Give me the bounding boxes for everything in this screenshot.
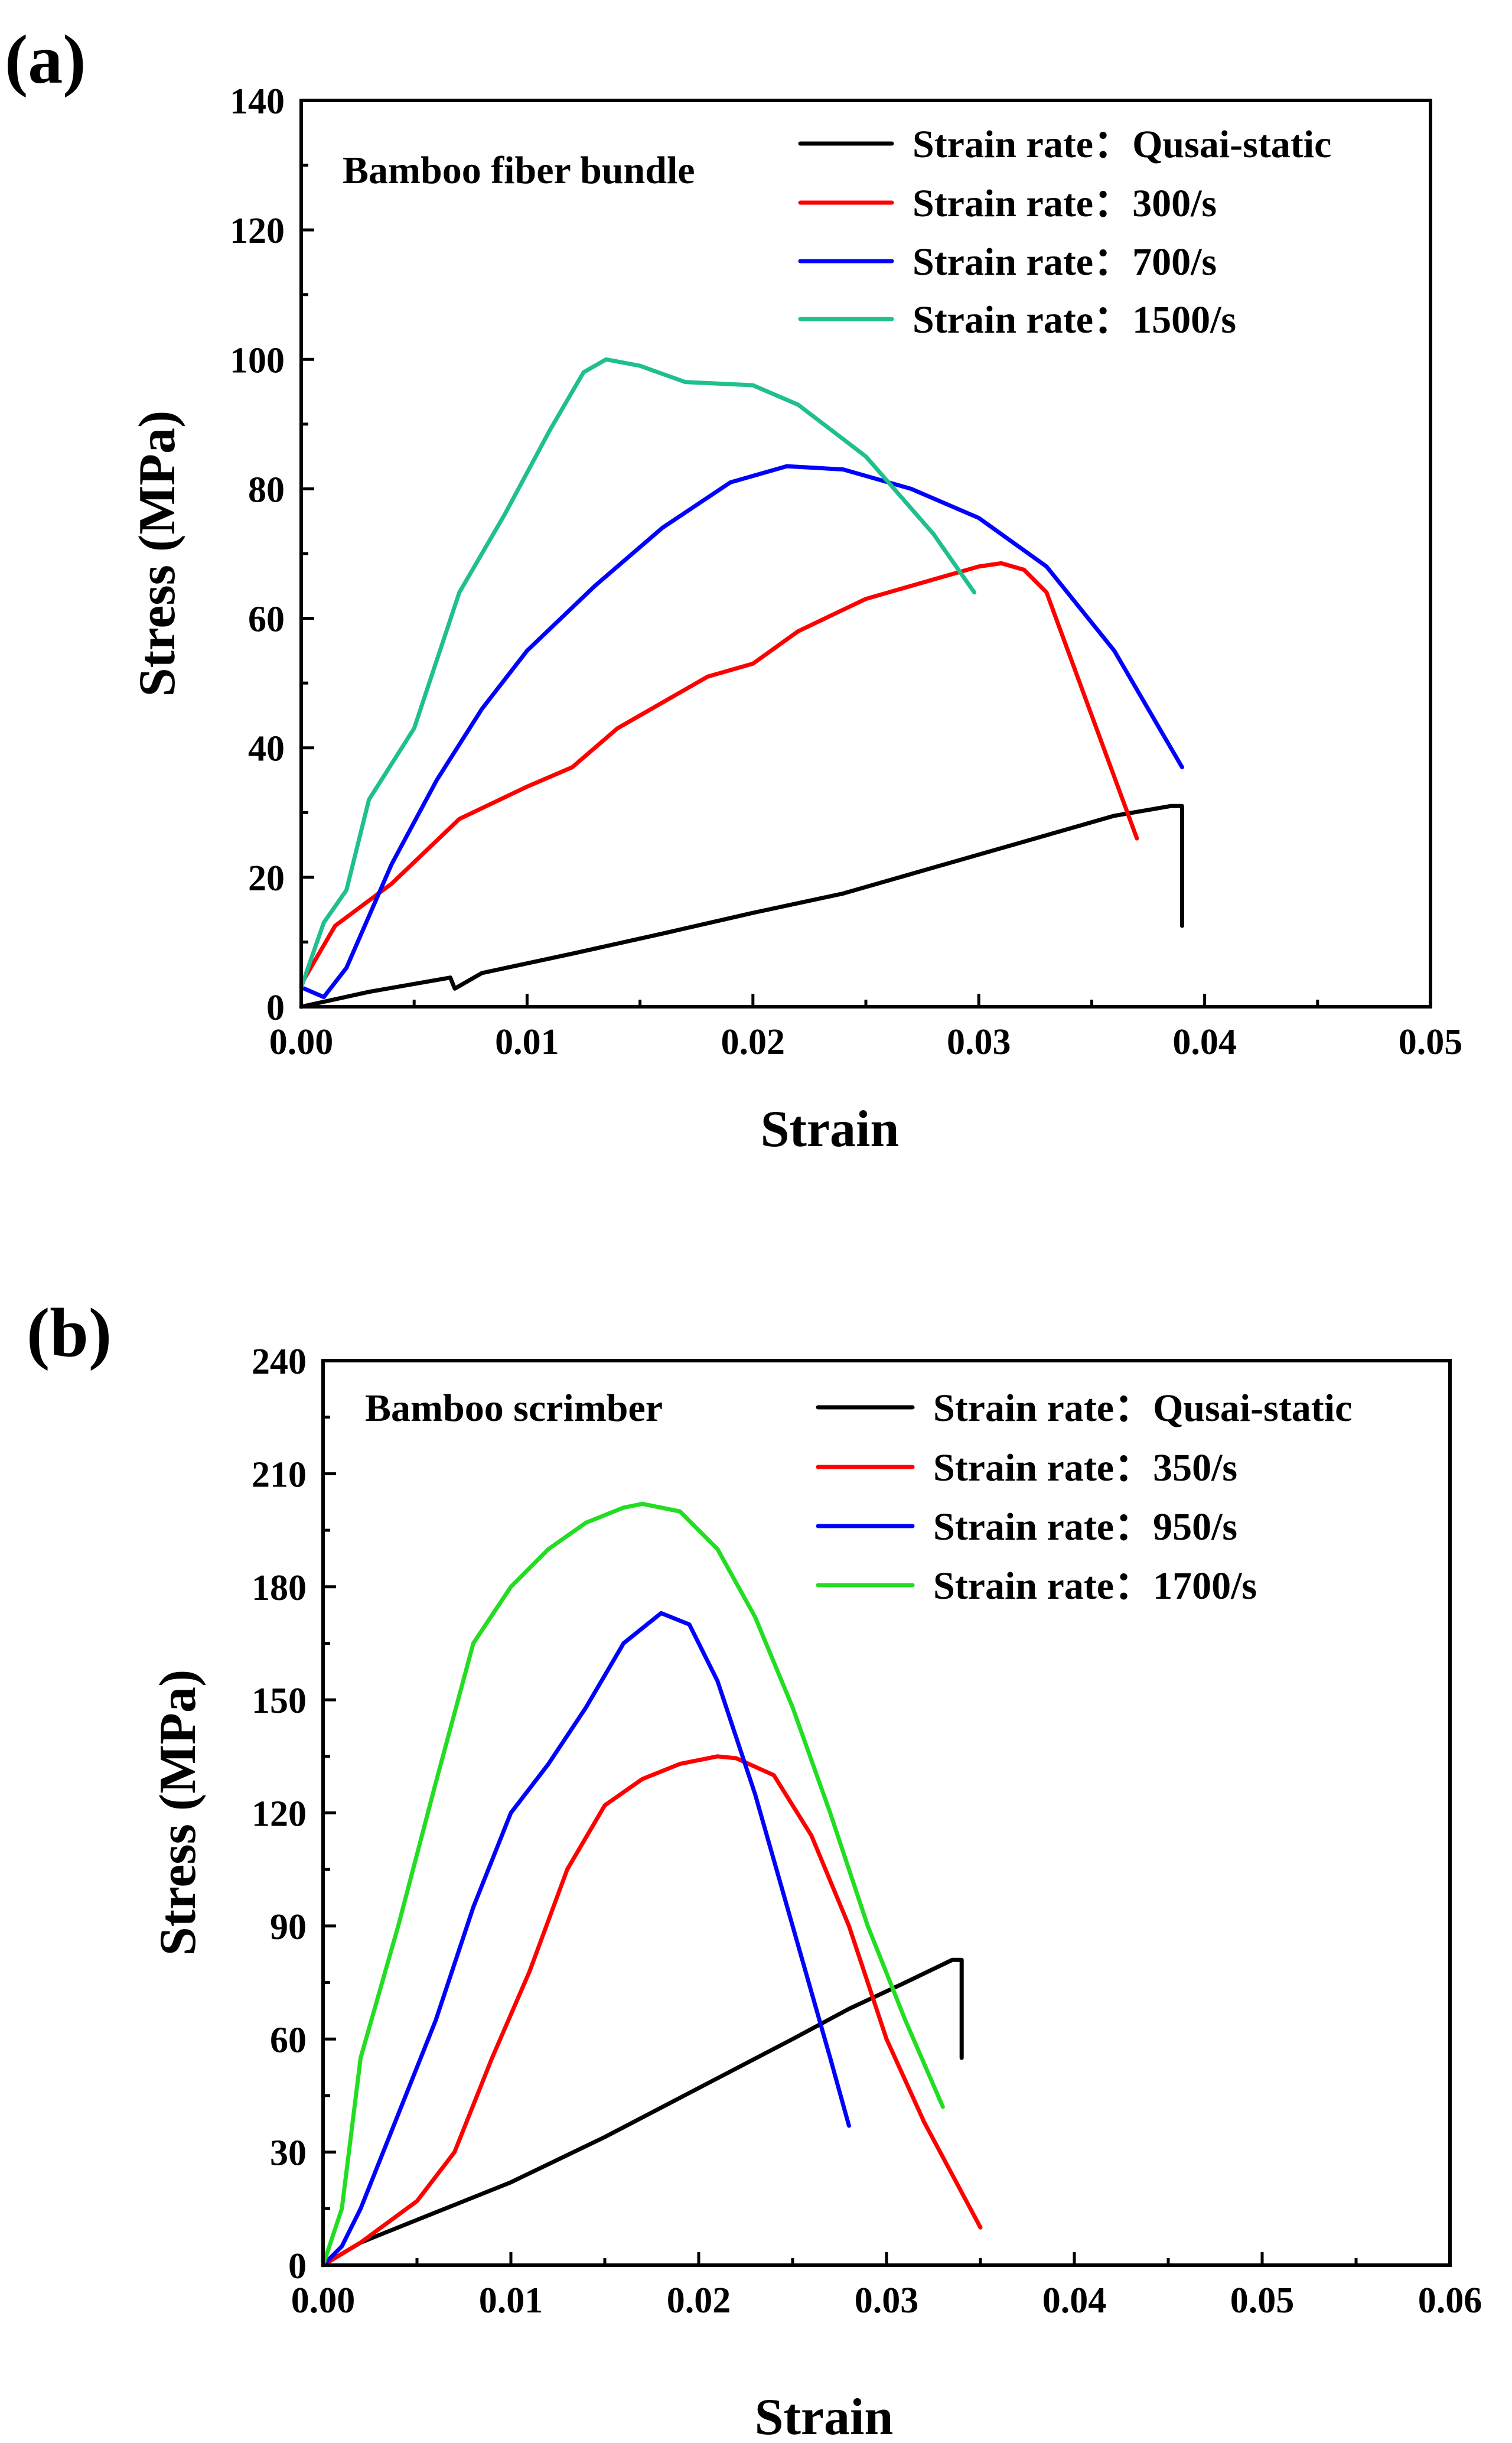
x-tick-label-b-6: 0.06	[1418, 2281, 1482, 2321]
y-axis-title-a: Stress (MPa)	[129, 411, 186, 697]
y-tick-label-a-7: 140	[230, 82, 285, 122]
ticks-b: 0.00 0.01 0.02 0.03 0.04 0.05 0.06 0 30 60 90 120 15…	[252, 1342, 1482, 2321]
x-tick-label-b-5: 0.05	[1230, 2281, 1295, 2321]
series-line-a-1	[299, 561, 1139, 987]
y-tick-label-b-1: 30	[270, 2133, 307, 2174]
x-tick-label-a-4: 0.04	[1172, 1022, 1237, 1062]
legend-label-a-quasi-static: Strain rate：Qusai-static	[913, 123, 1331, 166]
y-tick-label-b-3: 90	[270, 1907, 307, 1947]
y-tick-label-b-7: 210	[252, 1455, 307, 1495]
legend-a: Strain rate：Qusai-static Strain rate：300…	[798, 123, 1331, 341]
y-tick-label-b-5: 150	[252, 1681, 307, 1721]
y-tick-label-a-3: 60	[248, 600, 285, 640]
legend-label-a-300: Strain rate：300/s	[913, 182, 1217, 225]
y-tick-label-b-8: 240	[252, 1342, 307, 1382]
x-axis-title-b: Strain	[755, 2389, 894, 2443]
ticks-a: 0.00 0.01 0.02 0.03 0.04 0.05 0 20 40 60 80 100 120 1…	[230, 82, 1462, 1062]
x-tick-label-a-5: 0.05	[1399, 1022, 1463, 1062]
plot-frame-b	[321, 1359, 1452, 2267]
x-tick-label-b-2: 0.02	[667, 2281, 731, 2321]
legend-label-a-1500: Strain rate：1500/s	[913, 298, 1236, 341]
series-group-b	[321, 1501, 983, 2268]
y-tick-label-a-5: 100	[230, 340, 285, 380]
chart-a: (a) 0.00 0.01 0.02 0.03 0.04 0.05 0 20 40 60 80 100…	[5, 21, 1462, 1158]
y-tick-label-a-0: 0	[266, 988, 285, 1028]
panel-label-a: (a)	[5, 21, 86, 98]
y-tick-label-a-6: 120	[230, 211, 285, 251]
panel-label-b: (b)	[27, 1294, 112, 1371]
series-line-b-0	[321, 1957, 964, 2268]
chart-b: (b) 0.00 0.01 0.02 0.03 0.04 0.05 0.06 0 30 60 90 1…	[27, 1294, 1482, 2443]
x-tick-label-a-3: 0.03	[947, 1022, 1011, 1062]
series-line-b-2	[321, 1611, 851, 2268]
legend-label-a-700: Strain rate：700/s	[913, 240, 1217, 284]
legend-label-b-350: Strain rate：350/s	[933, 1446, 1237, 1489]
plot-title-a: Bamboo fiber bundle	[343, 149, 695, 192]
series-group-a	[299, 357, 1184, 1009]
series-line-a-2	[299, 464, 1184, 1000]
x-tick-label-b-0: 0.00	[291, 2281, 356, 2321]
x-tick-label-a-0: 0.00	[269, 1022, 334, 1062]
x-tick-label-b-3: 0.03	[855, 2281, 919, 2321]
x-axis-title-a: Strain	[761, 1101, 900, 1158]
legend-label-b-1700: Strain rate：1700/s	[933, 1564, 1257, 1608]
y-tick-label-a-4: 80	[248, 470, 285, 510]
x-tick-label-a-1: 0.01	[495, 1022, 559, 1062]
y-tick-label-a-1: 20	[248, 858, 285, 899]
series-line-a-0	[299, 804, 1184, 1009]
series-line-a-3	[299, 357, 977, 990]
y-tick-label-b-6: 180	[252, 1568, 307, 1608]
y-tick-label-b-4: 120	[252, 1794, 307, 1834]
y-tick-label-a-2: 40	[248, 729, 285, 769]
plot-frame-a	[299, 99, 1432, 1009]
plot-title-b: Bamboo scrimber	[365, 1387, 663, 1430]
y-axis-title-b: Stress (MPa)	[149, 1670, 207, 1956]
x-tick-label-a-2: 0.02	[721, 1022, 786, 1062]
series-line-b-1	[321, 1754, 983, 2268]
legend-b: Strain rate：Qusai-static Strain rate：350…	[816, 1387, 1352, 1608]
series-line-b-3	[321, 1501, 945, 2268]
legend-label-b-950: Strain rate：950/s	[933, 1505, 1237, 1549]
legend-label-b-quasi-static: Strain rate：Qusai-static	[933, 1387, 1352, 1430]
x-tick-label-b-4: 0.04	[1042, 2281, 1107, 2321]
x-tick-label-b-1: 0.01	[479, 2281, 543, 2321]
y-tick-label-b-0: 0	[288, 2246, 307, 2286]
y-tick-label-b-2: 60	[270, 2020, 307, 2060]
